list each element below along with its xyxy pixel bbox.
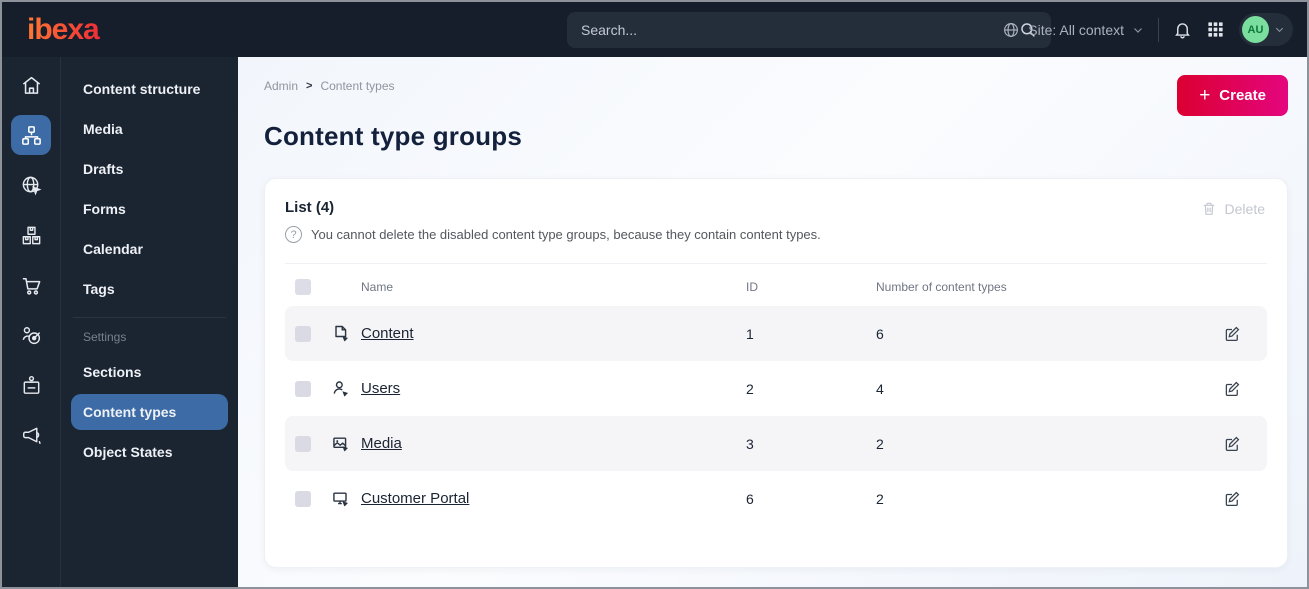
site-context-label: Site: All context <box>1028 21 1124 38</box>
row-checkbox[interactable] <box>295 435 311 452</box>
group-link[interactable]: Users <box>361 379 401 397</box>
notifications-bell-icon[interactable] <box>1173 20 1192 39</box>
sidebar-item-forms[interactable]: Forms <box>83 201 126 217</box>
column-header-count: Number of content types <box>876 280 1007 294</box>
corporate-badge-icon[interactable] <box>11 365 51 405</box>
edit-button[interactable] <box>1221 378 1257 400</box>
edit-button[interactable] <box>1221 433 1257 455</box>
group-count: 6 <box>876 325 884 342</box>
help-question-icon: ? <box>285 226 302 243</box>
app-grid-icon[interactable] <box>1206 20 1225 39</box>
chevron-down-icon <box>1274 24 1285 35</box>
sidebar-item-content-types[interactable]: Content types <box>71 394 228 430</box>
row-checkbox[interactable] <box>295 490 311 507</box>
sidebar-item-sections[interactable]: Sections <box>83 364 142 380</box>
site-context-selector[interactable]: Site: All context <box>1002 21 1144 39</box>
content-type-groups-card: List (4) ? You cannot delete the disable… <box>264 178 1288 568</box>
sidebar-item-object-states[interactable]: Object States <box>83 444 173 460</box>
file-icon <box>331 324 361 344</box>
info-row: ? You cannot delete the disabled content… <box>285 226 1267 243</box>
table-header: Name ID Number of content types <box>285 268 1267 306</box>
group-link[interactable]: Content <box>361 324 414 342</box>
global-search <box>567 12 1051 48</box>
main-content: Admin > Content types + Create Content t… <box>238 57 1307 587</box>
row-checkbox[interactable] <box>295 325 311 342</box>
table-row: Media 3 2 <box>285 416 1267 471</box>
content-type-groups-table: Name ID Number of content types Content … <box>285 263 1267 526</box>
group-id: 6 <box>746 490 754 507</box>
breadcrumb-admin[interactable]: Admin <box>264 79 299 93</box>
topbar-right: Site: All context AU <box>1002 2 1293 57</box>
search-input[interactable] <box>581 22 1019 38</box>
user-menu[interactable]: AU <box>1239 13 1293 46</box>
menu-divider <box>73 317 226 318</box>
table-row: Content 1 6 <box>285 306 1267 361</box>
delete-button-label: Delete <box>1224 201 1265 217</box>
edit-button[interactable] <box>1221 488 1257 510</box>
cart-icon[interactable] <box>11 265 51 305</box>
search-icon[interactable] <box>1019 21 1037 39</box>
group-link[interactable]: Media <box>361 434 402 452</box>
sidebar-item-drafts[interactable]: Drafts <box>83 161 124 177</box>
group-id: 1 <box>746 325 754 342</box>
product-boxes-icon[interactable] <box>11 215 51 255</box>
avatar: AU <box>1242 16 1269 43</box>
column-header-name: Name <box>361 280 394 294</box>
topbar: ibexa Site: All context <box>2 2 1307 57</box>
ibexa-logo[interactable]: ibexa <box>27 13 239 47</box>
group-count: 4 <box>876 380 884 397</box>
edit-button[interactable] <box>1221 323 1257 345</box>
home-icon[interactable] <box>11 65 51 105</box>
group-id: 2 <box>746 380 754 397</box>
page-title: Content type groups <box>264 121 523 151</box>
column-header-id: ID <box>746 280 758 294</box>
breadcrumb-current: Content types <box>320 79 395 93</box>
table-row: Customer Portal 6 2 <box>285 471 1267 526</box>
breadcrumb-separator: > <box>306 80 313 92</box>
sidebar-item-media[interactable]: Media <box>83 121 123 137</box>
megaphone-icon[interactable] <box>11 415 51 455</box>
plus-icon: + <box>1199 85 1211 106</box>
globe-icon <box>1002 21 1020 39</box>
breadcrumb: Admin > Content types <box>264 79 1288 93</box>
table-row: Users 2 4 <box>285 361 1267 416</box>
chevron-down-icon <box>1132 24 1144 36</box>
list-title: List (4) <box>285 199 335 216</box>
sidebar-item-tags[interactable]: Tags <box>83 281 115 297</box>
monitor-icon <box>331 489 361 509</box>
site-globe-icon[interactable] <box>11 165 51 205</box>
sidebar-item-calendar[interactable]: Calendar <box>83 241 143 257</box>
image-icon <box>331 434 361 454</box>
delete-button[interactable]: Delete <box>1201 201 1265 217</box>
group-link[interactable]: Customer Portal <box>361 489 470 507</box>
app-body: Content structure Media Drafts Forms Cal… <box>2 57 1307 587</box>
content-tree-icon[interactable] <box>11 115 51 155</box>
sidebar-item-content-structure[interactable]: Content structure <box>83 81 201 97</box>
personalization-target-icon[interactable] <box>11 315 51 355</box>
trash-icon <box>1201 201 1217 217</box>
user-icon <box>331 379 361 399</box>
create-button-label: Create <box>1219 87 1266 104</box>
group-count: 2 <box>876 435 884 452</box>
topbar-divider <box>1158 17 1159 42</box>
group-count: 2 <box>876 490 884 507</box>
sidebar-menu: Content structure Media Drafts Forms Cal… <box>61 57 238 587</box>
select-all-checkbox[interactable] <box>295 279 311 295</box>
row-checkbox[interactable] <box>295 380 311 397</box>
info-text: You cannot delete the disabled content t… <box>311 227 821 242</box>
create-button[interactable]: + Create <box>1177 75 1288 116</box>
settings-section-header: Settings <box>83 330 127 344</box>
group-id: 3 <box>746 435 754 452</box>
icon-rail <box>2 57 61 587</box>
